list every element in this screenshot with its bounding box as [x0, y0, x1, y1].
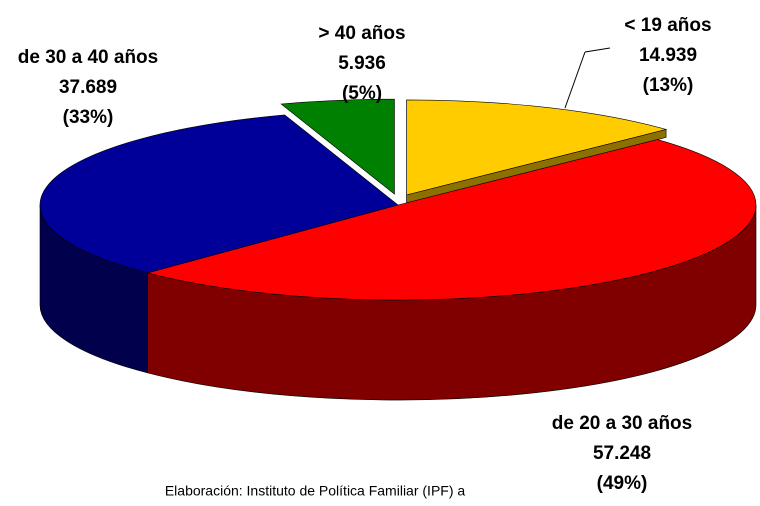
labels: < 19 años 14.939 (13%) de 20 a 30 años 57.24…: [18, 15, 712, 494]
category-label: < 19 años: [624, 15, 711, 36]
leader-line: [564, 51, 586, 109]
percentage-label: (13%): [643, 75, 694, 96]
pie-slice: [280, 98, 395, 195]
value-label: 57.248: [593, 443, 651, 464]
source-note: Elaboración: Instituto de Política Famil…: [165, 483, 466, 499]
pie-slice: [406, 99, 668, 196]
leader-line: [584, 47, 611, 53]
category-label: de 20 a 30 años: [552, 413, 692, 434]
pie-slice: [39, 114, 399, 274]
percentage-label: (5%): [342, 83, 382, 104]
percentage-label: (33%): [63, 107, 114, 128]
pie-tops: [39, 98, 757, 301]
value-label: 14.939: [639, 45, 697, 66]
pie-slice: [146, 139, 757, 301]
category-label: > 40 años: [318, 23, 405, 44]
category-label: de 30 a 40 años: [18, 47, 158, 68]
pie-walls: [39, 99, 757, 401]
value-label: 37.689: [59, 77, 117, 98]
percentage-label: (49%): [597, 473, 648, 494]
value-label: 5.936: [338, 53, 386, 74]
